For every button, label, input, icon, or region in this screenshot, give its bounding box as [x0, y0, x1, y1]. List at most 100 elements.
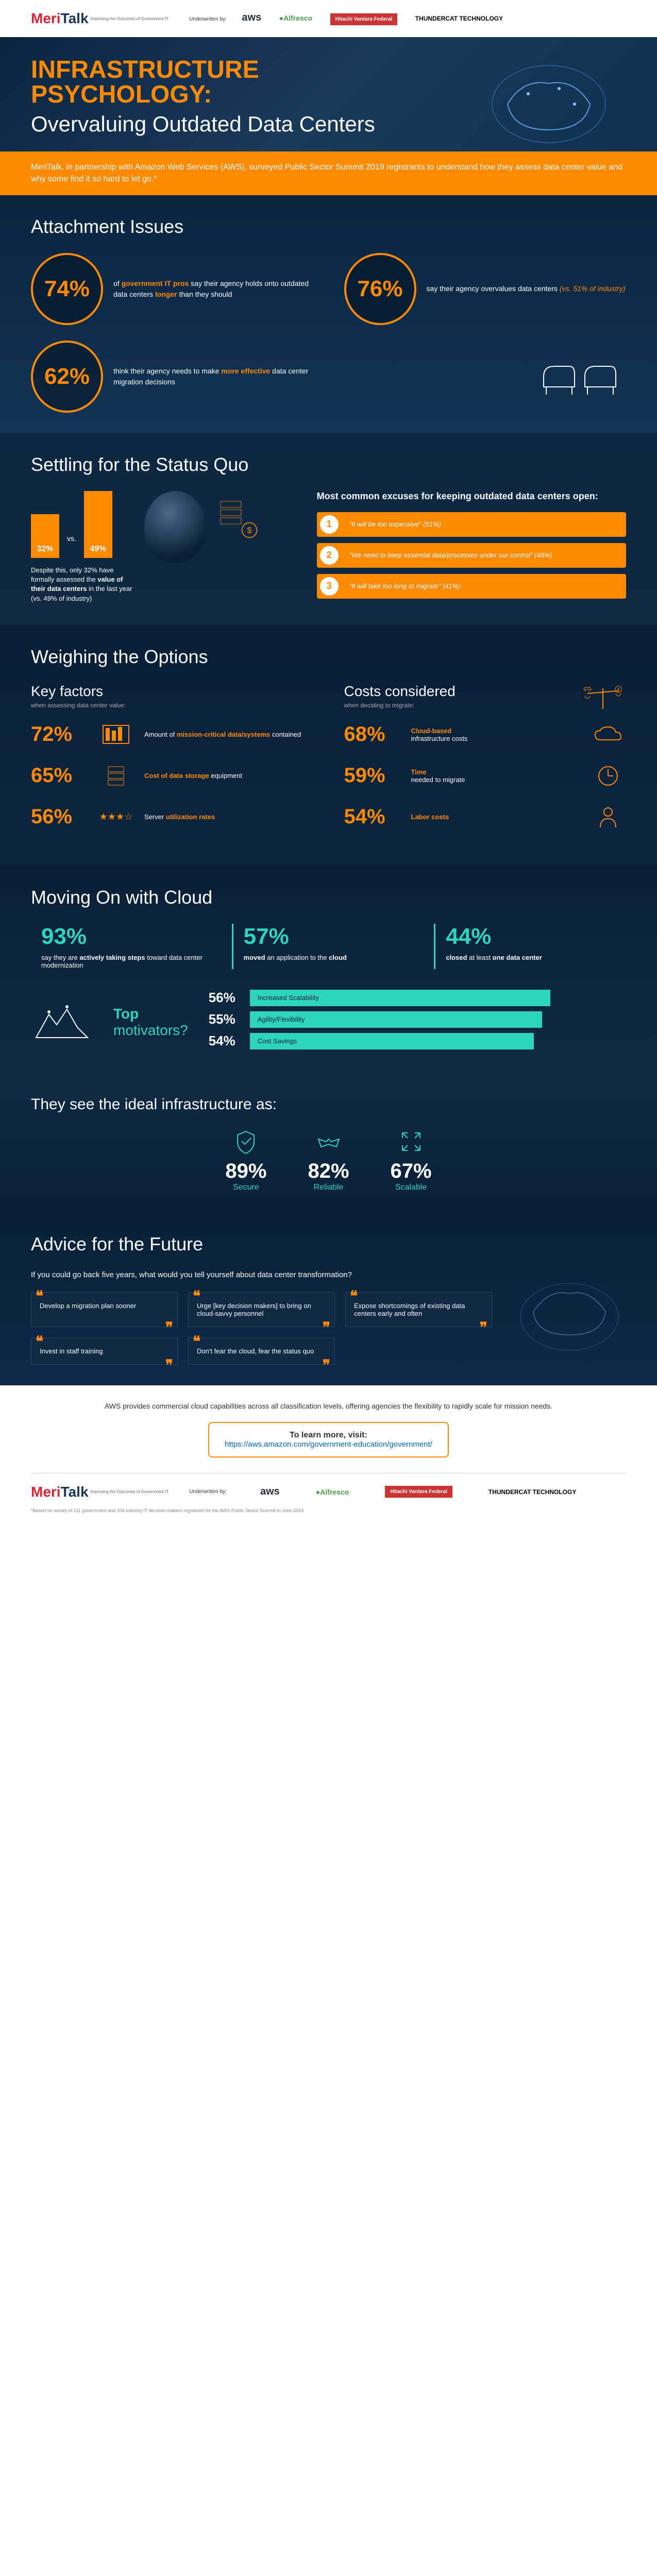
cloud-title: Moving On with Cloud — [31, 887, 626, 908]
stat-pct: 62% — [44, 364, 90, 389]
ideal-label: Reliable — [308, 1183, 349, 1192]
mot-label: Cost Savings — [250, 1033, 534, 1049]
stat-text: say they are actively taking steps towar… — [41, 954, 211, 969]
footnote: *Based on survey of 111 government and 1… — [31, 1508, 626, 1513]
scales-icon: $ — [580, 683, 626, 714]
stat-pct: 59% — [344, 764, 401, 787]
stat-59: 59%Time needed to migrate — [344, 763, 627, 789]
couch-icon — [533, 351, 626, 402]
quote-mark-icon: ❝ — [36, 1287, 43, 1304]
quote-2: ❝Urge [key decision makers] to bring on … — [188, 1292, 335, 1327]
quote-mark-icon: ❝ — [36, 1333, 43, 1350]
stat-pct: 54% — [344, 805, 401, 828]
hitachi-logo: Hitachi Vantara Federal — [385, 1486, 452, 1498]
underwritten-label: Underwritten by: — [189, 16, 227, 22]
stat-text: say their agency overvalues data centers… — [427, 283, 626, 294]
quote-mark-icon: ❞ — [323, 1357, 330, 1374]
stat-circle-icon: 62% — [31, 341, 103, 413]
excuse-1: 1"It will be too expensive" (51%) — [317, 512, 626, 537]
quote-mark-icon: ❝ — [193, 1333, 200, 1350]
header-logo-bar: MeriTalk Improving the Outcomes of Gover… — [0, 0, 657, 37]
status-note: Despite this, only 32% have formally ass… — [31, 566, 134, 603]
stat-text: Cloud-based infrastructure costs — [411, 727, 580, 742]
cloud-icon — [590, 722, 626, 748]
quote-text: Expose shortcomings of existing data cen… — [354, 1302, 465, 1317]
stat-text: Labor costs — [411, 813, 580, 821]
stat-text: think their agency needs to make more ef… — [113, 366, 313, 387]
mot-label: Increased Scalability — [250, 990, 550, 1006]
ideal-pct: 89% — [225, 1160, 266, 1183]
quote-mark-icon: ❞ — [165, 1357, 173, 1374]
learn-more-box[interactable]: To learn more, visit: https://aws.amazon… — [208, 1422, 449, 1458]
ideal-label: Scalable — [391, 1183, 432, 1192]
motivator-bars: 56%Increased Scalability 55%Agility/Flex… — [209, 990, 626, 1055]
quote-1: ❝Develop a migration plan sooner❞ — [31, 1292, 178, 1327]
quote-mark-icon: ❝ — [193, 1287, 200, 1304]
logo-meri: Meri — [31, 10, 61, 26]
excuse-num: 2 — [320, 546, 339, 565]
weighing-section: Weighing the Options Key factors when as… — [0, 625, 657, 866]
meritalk-logo: MeriTalk Improving the Outcomes of Gover… — [31, 1484, 169, 1500]
vs-label: vs. — [67, 534, 76, 543]
stat-72: 72%Amount of mission-critical data/syste… — [31, 722, 313, 748]
attachment-section: Attachment Issues 74% of government IT p… — [0, 195, 657, 433]
shield-icon — [225, 1129, 266, 1155]
key-factors-col: Key factors when assessing data center v… — [31, 683, 313, 845]
footer-logos: MeriTalk Improving the Outcomes of Gover… — [31, 1473, 626, 1500]
status-title: Settling for the Status Quo — [31, 454, 626, 476]
mot-pct: 56% — [209, 990, 250, 1006]
underwritten-label: Underwritten by: — [189, 1489, 227, 1495]
handshake-icon — [308, 1129, 349, 1155]
stat-pct: 65% — [31, 764, 88, 787]
sponsor-row: Underwritten by: aws ● Alfresco Hitachi … — [189, 12, 511, 25]
cloud-stat-93: 93% say they are actively taking steps to… — [31, 924, 222, 969]
brain-network-icon — [513, 1270, 626, 1363]
quote-text: Don't fear the cloud, fear the status qu… — [197, 1347, 314, 1355]
stat-pct: 57% — [244, 924, 414, 950]
ideal-pct: 67% — [391, 1160, 432, 1183]
status-quo-section: Settling for the Status Quo 32% vs. 49% … — [0, 433, 657, 625]
hitachi-logo: Hitachi Vantara Federal — [330, 13, 398, 25]
ideal-pct: 82% — [308, 1160, 349, 1183]
cloud-section: Moving On with Cloud 93% say they are act… — [0, 866, 657, 1075]
ideal-scalable: 67%Scalable — [391, 1129, 432, 1192]
motivators-label: Topmotivators? — [113, 1006, 188, 1039]
aws-logo: aws — [260, 1486, 280, 1498]
status-left: 32% vs. 49% Despite this, only 32% have … — [31, 491, 296, 605]
stat-74: 74% of government IT pros say their agen… — [31, 253, 313, 325]
aws-logo: aws — [242, 12, 261, 24]
bar-49: 49% — [84, 491, 112, 558]
clock-icon — [590, 763, 626, 789]
quote-text: Develop a migration plan sooner — [40, 1302, 136, 1310]
col-sub: when deciding to migrate: — [344, 702, 456, 709]
quote-mark-icon: ❝ — [350, 1287, 358, 1304]
ideal-section: They see the ideal infrastructure as: 89… — [0, 1075, 657, 1213]
mountain-icon — [31, 1002, 93, 1043]
quote-mark-icon: ❞ — [165, 1319, 173, 1336]
excuse-text: "We need to keep essential data/processe… — [342, 546, 560, 564]
stat-pct: 72% — [31, 723, 88, 746]
stat-pct: 76% — [357, 276, 402, 302]
stat-text: closed at least one data center — [446, 954, 616, 961]
hero-section: INFRASTRUCTURE PSYCHOLOGY: Overvaluing O… — [0, 37, 657, 151]
stat-text: moved an application to the cloud — [244, 954, 414, 961]
cloud-stat-44: 44% closed at least one data center — [434, 924, 626, 969]
quote-5: ❝Don't fear the cloud, fear the status q… — [188, 1337, 335, 1365]
excuse-3: 3"It will take too long to migrate" (41%… — [317, 574, 626, 599]
stat-pct: 93% — [41, 924, 211, 950]
excuse-num: 1 — [320, 515, 339, 534]
stat-76: 76% say their agency overvalues data cen… — [344, 253, 627, 325]
stat-text: Cost of data storage equipment — [144, 772, 313, 779]
stat-pct: 44% — [446, 924, 616, 950]
attachment-title: Attachment Issues — [31, 216, 626, 238]
weighing-title: Weighing the Options — [31, 646, 626, 668]
stat-circle-icon: 74% — [31, 253, 103, 325]
learn-url[interactable]: https://aws.amazon.com/government-educat… — [225, 1440, 432, 1449]
stat-pct: 74% — [44, 276, 90, 302]
advice-question: If you could go back five years, what wo… — [31, 1270, 492, 1279]
alfresco-logo: ● Alfresco — [279, 14, 313, 22]
excuse-num: 3 — [320, 577, 339, 596]
stat-65: 65% Cost of data storage equipment — [31, 763, 313, 789]
mot-pct: 55% — [209, 1011, 250, 1027]
svg-text:$: $ — [247, 527, 252, 535]
